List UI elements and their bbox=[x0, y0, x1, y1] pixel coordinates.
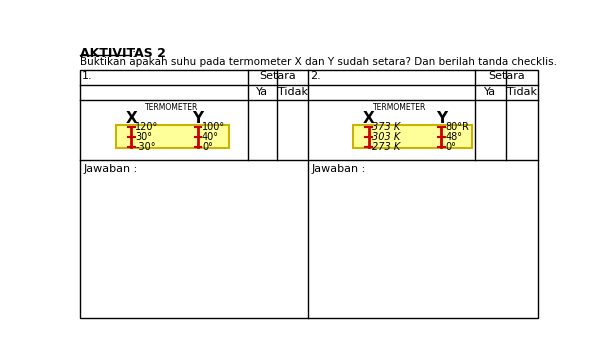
Text: -30°: -30° bbox=[136, 142, 156, 152]
Text: Jawaban :: Jawaban : bbox=[83, 164, 137, 174]
Text: :: : bbox=[131, 47, 136, 60]
Text: Jawaban :: Jawaban : bbox=[312, 164, 366, 174]
Text: Buktikan apakah suhu pada termometer X dan Y sudah setara? Dan berilah tanda che: Buktikan apakah suhu pada termometer X d… bbox=[79, 56, 557, 67]
Text: Y: Y bbox=[192, 111, 204, 126]
Text: X: X bbox=[363, 111, 374, 126]
Text: Tidak: Tidak bbox=[507, 87, 537, 97]
Text: TERMOMETER: TERMOMETER bbox=[145, 103, 198, 112]
Text: 40°: 40° bbox=[202, 132, 219, 142]
Text: 80°R: 80°R bbox=[445, 122, 469, 132]
Text: 48°: 48° bbox=[445, 132, 462, 142]
Text: TERMOMETER: TERMOMETER bbox=[373, 103, 426, 112]
Text: 0°: 0° bbox=[445, 142, 456, 152]
Text: Tidak: Tidak bbox=[278, 87, 307, 97]
Bar bbox=[116, 125, 229, 148]
Text: 373 K: 373 K bbox=[373, 122, 401, 132]
Bar bbox=[79, 70, 538, 318]
Text: 120°: 120° bbox=[136, 122, 159, 132]
Text: 0°: 0° bbox=[202, 142, 213, 152]
Text: 30°: 30° bbox=[136, 132, 152, 142]
Text: 303 K: 303 K bbox=[373, 132, 401, 142]
Text: Y: Y bbox=[436, 111, 447, 126]
Text: 273 K: 273 K bbox=[373, 142, 401, 152]
Text: X: X bbox=[126, 111, 137, 126]
Text: AKTIVITAS 2: AKTIVITAS 2 bbox=[79, 47, 165, 60]
Text: 100°: 100° bbox=[202, 122, 225, 132]
Bar bbox=[353, 125, 473, 148]
Text: 1.: 1. bbox=[82, 71, 93, 81]
Text: Setara: Setara bbox=[488, 71, 525, 81]
Text: Setara: Setara bbox=[260, 71, 296, 81]
Text: Ya: Ya bbox=[484, 87, 496, 97]
Text: 2.: 2. bbox=[310, 71, 321, 81]
Text: Ya: Ya bbox=[257, 87, 269, 97]
